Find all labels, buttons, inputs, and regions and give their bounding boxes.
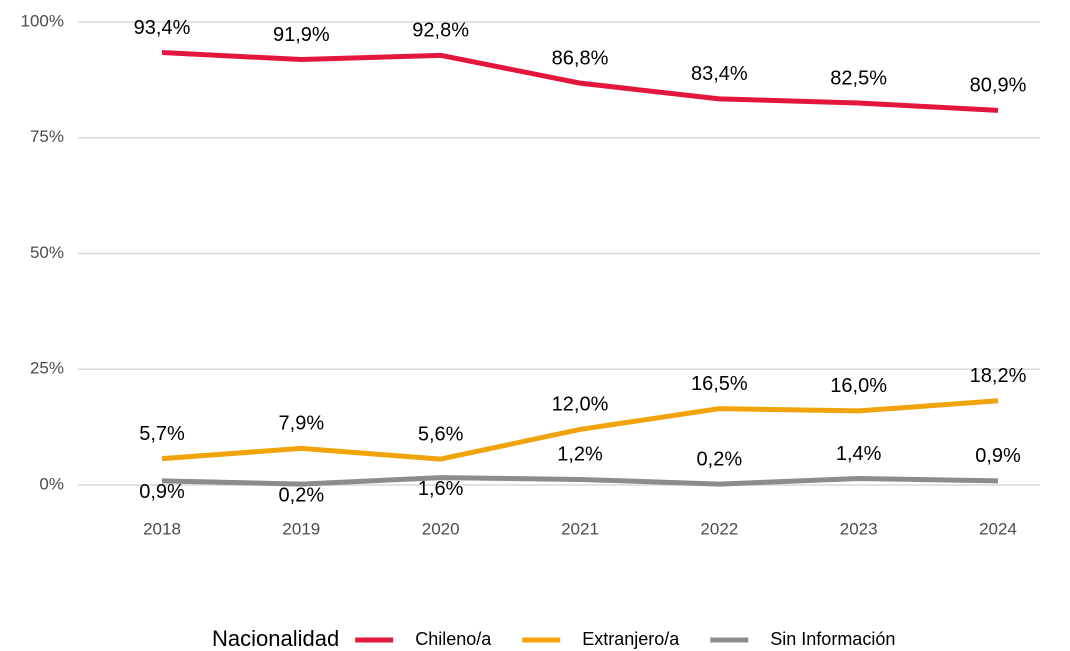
value-label: 1,4% [836,443,882,465]
y-tick-label: 0% [39,474,64,493]
x-tick-label: 2023 [840,519,878,538]
legend-label: Sin Información [770,629,895,649]
value-label: 83,4% [691,63,748,85]
value-label: 0,2% [279,484,325,506]
line [161,475,999,487]
value-label: 80,9% [970,75,1027,97]
y-tick-label: 100% [21,11,64,30]
value-label: 16,0% [830,375,887,397]
value-label: 5,6% [418,423,464,445]
x-tick-label: 2018 [143,519,181,538]
value-label: 82,5% [830,67,887,89]
legend-label: Extranjero/a [582,629,680,649]
y-tick-label: 75% [30,127,64,146]
value-label: 18,2% [970,365,1027,387]
value-label: 1,6% [418,478,464,500]
value-label: 93,4% [134,17,191,39]
y-tick-label: 50% [30,243,64,262]
x-tick-label: 2024 [979,519,1017,538]
y-tick-label: 25% [30,359,64,378]
x-tick-label: 2021 [561,519,599,538]
line [161,50,999,113]
value-label: 7,9% [279,413,325,435]
value-label: 91,9% [273,24,330,46]
value-label: 92,8% [412,20,469,42]
line [161,398,999,462]
value-label: 12,0% [552,394,609,416]
legend-title: Nacionalidad [212,626,339,651]
value-label: 86,8% [552,47,609,69]
value-label: 0,9% [975,445,1021,467]
x-tick-label: 2019 [282,519,320,538]
value-label: 0,9% [139,481,185,503]
value-label: 5,7% [139,423,185,445]
value-label: 1,2% [557,444,603,466]
value-label: 0,2% [697,448,743,470]
x-tick-label: 2022 [700,519,738,538]
x-tick-label: 2020 [422,519,460,538]
value-label: 16,5% [691,373,748,395]
legend-label: Chileno/a [415,629,492,649]
